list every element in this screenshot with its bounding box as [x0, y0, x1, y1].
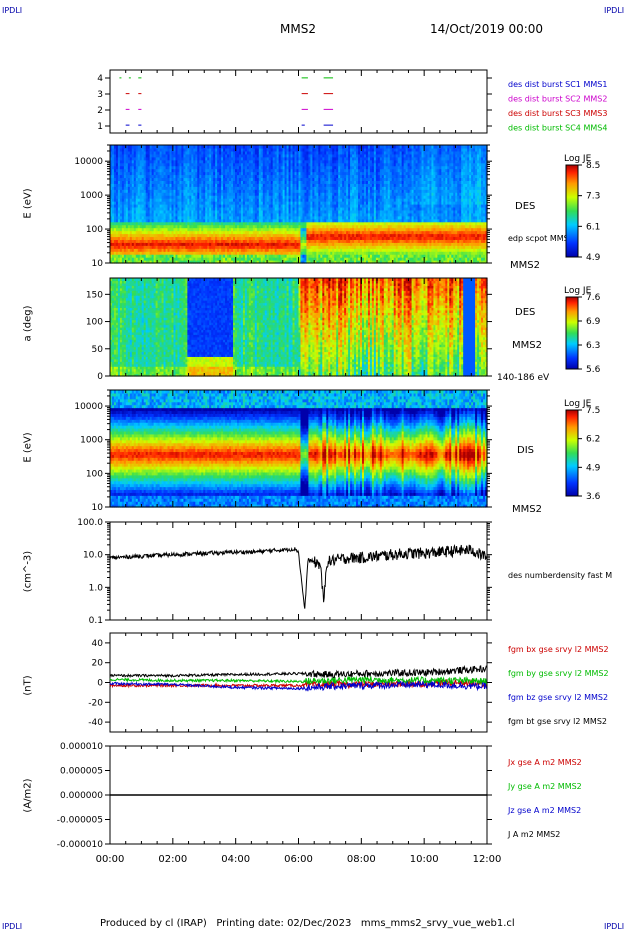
burst-panel: 4 3 2 1 des dist burst SC1 MMS1 des dist burs… — [97, 70, 607, 133]
burst-legend-entry: des dist burst SC2 MMS2 — [508, 95, 607, 104]
burst-legend-entry: des dist burst SC4 MMS4 — [508, 124, 607, 133]
y-tick-label: 2 — [97, 106, 103, 116]
burst-panel-frame — [110, 70, 487, 133]
y-tick-label: 4 — [97, 74, 103, 84]
y-tick-label: 3 — [97, 90, 103, 100]
des-energy-heatmap — [110, 145, 488, 264]
burst-legend-entry: des dist burst SC3 MMS3 — [508, 109, 607, 118]
y-tick-label: 1 — [97, 122, 103, 132]
burst-legend-entry: des dist burst SC1 MMS1 — [508, 80, 607, 89]
